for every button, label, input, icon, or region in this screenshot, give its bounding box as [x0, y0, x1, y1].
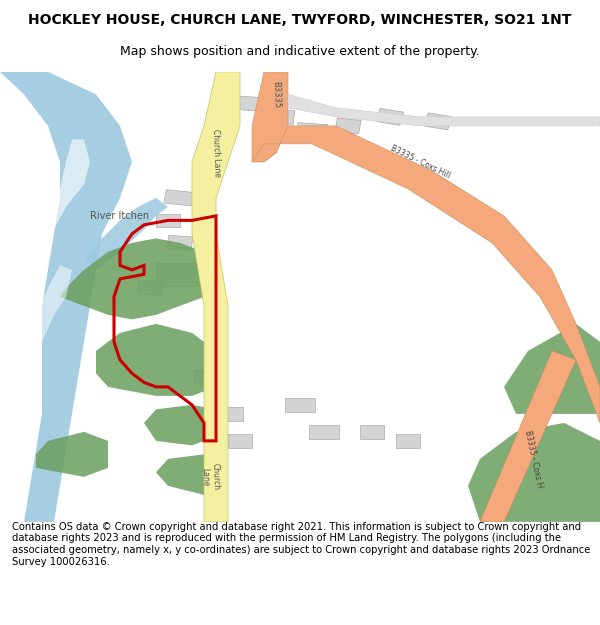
Text: Church
Lane: Church Lane	[200, 463, 220, 491]
Bar	[376, 108, 404, 126]
Polygon shape	[0, 72, 132, 522]
Polygon shape	[96, 324, 216, 396]
Text: B3335: B3335	[271, 81, 281, 108]
Polygon shape	[60, 238, 216, 319]
Polygon shape	[36, 432, 108, 477]
Bar	[137, 281, 163, 296]
Text: River Itchen: River Itchen	[91, 211, 149, 221]
Text: Church Lane: Church Lane	[211, 129, 221, 177]
Bar	[309, 425, 339, 439]
Polygon shape	[42, 139, 90, 229]
Bar	[156, 214, 180, 227]
Polygon shape	[30, 266, 72, 342]
Polygon shape	[288, 94, 600, 126]
Bar	[396, 434, 420, 447]
Text: HOCKLEY HOUSE, CHURCH LANE, TWYFORD, WINCHESTER, SO21 1NT: HOCKLEY HOUSE, CHURCH LANE, TWYFORD, WIN…	[28, 13, 572, 27]
Text: Contains OS data © Crown copyright and database right 2021. This information is : Contains OS data © Crown copyright and d…	[12, 522, 590, 567]
Polygon shape	[192, 72, 240, 522]
Polygon shape	[468, 423, 600, 522]
Bar	[194, 370, 226, 386]
Bar	[156, 263, 204, 286]
Bar	[269, 109, 295, 124]
Polygon shape	[480, 351, 576, 522]
Polygon shape	[84, 198, 168, 270]
Bar	[296, 122, 328, 138]
Bar	[213, 407, 243, 421]
Bar	[228, 434, 252, 447]
Bar	[360, 425, 384, 439]
Polygon shape	[252, 126, 600, 423]
Polygon shape	[156, 454, 228, 495]
Polygon shape	[504, 324, 600, 414]
Bar	[335, 118, 361, 134]
Text: B3335 - Coxs Hill: B3335 - Coxs Hill	[389, 144, 451, 180]
Text: Map shows position and indicative extent of the property.: Map shows position and indicative extent…	[120, 45, 480, 58]
Text: B3335 - Coxs H: B3335 - Coxs H	[524, 429, 544, 488]
Polygon shape	[252, 72, 288, 162]
Bar	[424, 113, 452, 130]
Bar	[230, 96, 262, 111]
Bar	[167, 236, 193, 251]
Bar	[285, 398, 315, 412]
Polygon shape	[144, 405, 216, 446]
Bar	[164, 189, 196, 206]
